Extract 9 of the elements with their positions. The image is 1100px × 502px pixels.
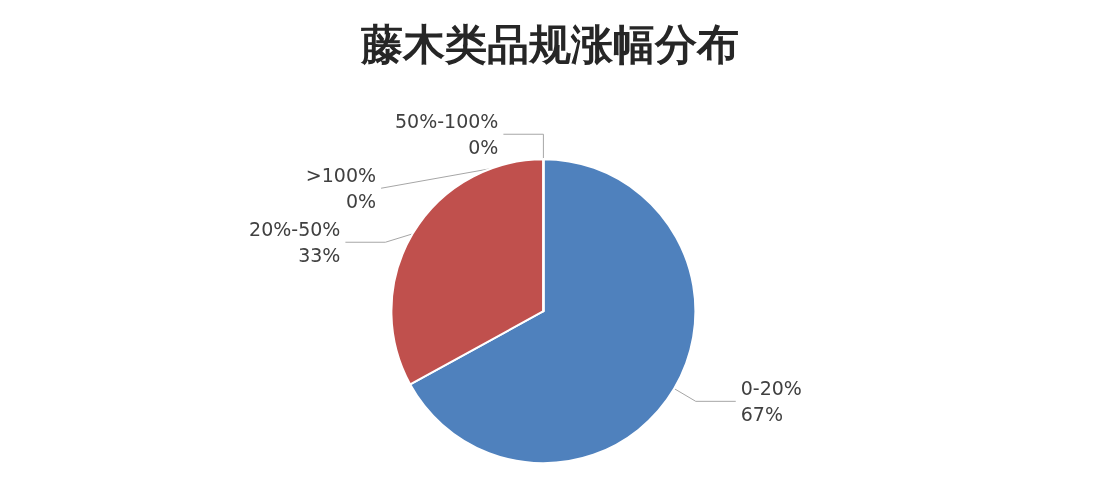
slice-label: 20%-50%	[249, 218, 341, 241]
data-label: 33%	[298, 244, 341, 267]
data-label: 67%	[740, 403, 783, 426]
chart-title: 藤木类品规涨幅分布	[360, 19, 739, 69]
slice-label: 0-20%	[740, 377, 802, 400]
category-label: 50%-100%	[394, 110, 499, 133]
text: 0%	[345, 190, 377, 213]
text: 0%	[468, 136, 499, 159]
category-label: >100%	[305, 164, 377, 187]
